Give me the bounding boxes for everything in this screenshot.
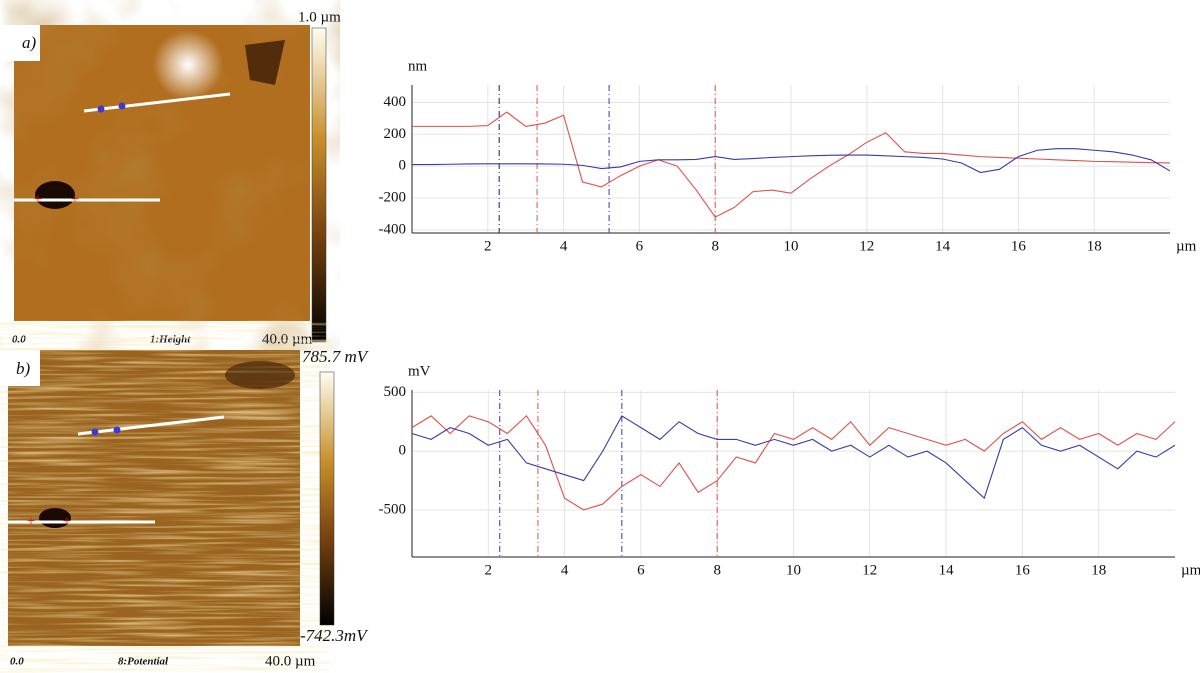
x-tick-label: 10 — [786, 562, 801, 578]
x-tick-label: 18 — [1091, 562, 1106, 578]
x-tick-label: 4 — [561, 562, 569, 578]
x-tick-label: 18 — [1087, 238, 1102, 254]
x-tick-label: 6 — [637, 562, 645, 578]
x-end: 40.0 µm — [265, 653, 316, 669]
y-unit: nm — [408, 58, 428, 74]
x-unit: µm — [1176, 238, 1197, 254]
y-tick-label: 500 — [384, 384, 407, 400]
y-tick-label: 200 — [384, 126, 407, 142]
y-tick-label: 0 — [399, 158, 407, 174]
x-unit: µm — [1181, 562, 1200, 578]
y-tick-label: -200 — [379, 189, 407, 205]
x-tick-label: 8 — [713, 562, 721, 578]
x-tick-label: 12 — [859, 238, 874, 254]
y-tick-label: 0 — [399, 443, 407, 459]
profile-line — [411, 415, 1176, 511]
x-tick-label: 16 — [1015, 562, 1031, 578]
x-tick-label: 10 — [784, 238, 799, 254]
afm-image-a: + + — [0, 25, 310, 321]
y-tick-label: -500 — [379, 501, 407, 517]
x-tick-label: 14 — [939, 562, 955, 578]
x-tick-label: 12 — [862, 562, 877, 578]
x-start: 0.0 — [10, 656, 24, 668]
x-tick-label: 6 — [636, 238, 644, 254]
x-tick-label: 14 — [935, 238, 951, 254]
afm-image-b: + + — [0, 350, 300, 646]
channel: 1:Height — [150, 334, 191, 346]
scale-top: 1.0 µm — [298, 9, 341, 25]
svg-text:+: + — [71, 191, 79, 207]
profile-line — [411, 415, 1176, 500]
svg-text:+: + — [34, 191, 42, 207]
x-end: 40.0 µm — [262, 331, 313, 347]
svg-text:+: + — [27, 513, 35, 529]
x-tick-label: 8 — [711, 238, 719, 254]
colorbar — [311, 27, 327, 343]
scale-top: 785.7 mV — [302, 347, 370, 366]
x-tick-label: 16 — [1011, 238, 1027, 254]
profile-line — [412, 148, 1171, 174]
y-unit: mV — [408, 363, 431, 379]
panel-label: a) — [22, 33, 37, 52]
svg-text:+: + — [63, 513, 71, 529]
scale-bottom: -742.3mV — [300, 626, 369, 645]
y-tick-label: -400 — [379, 221, 407, 237]
x-tick-label: 2 — [485, 562, 493, 578]
x-start: 0.0 — [12, 334, 26, 346]
x-tick-label: 2 — [484, 238, 492, 254]
x-tick-label: 4 — [560, 238, 568, 254]
panel-label: b) — [16, 359, 31, 378]
y-tick-label: 400 — [384, 94, 407, 110]
profile-line — [412, 111, 1171, 218]
colorbar — [319, 371, 335, 626]
channel: 8:Potential — [118, 656, 169, 668]
